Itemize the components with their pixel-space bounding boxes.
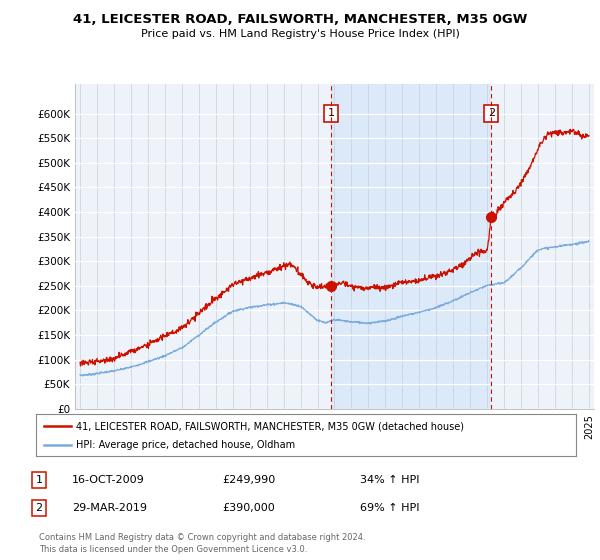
Text: £249,990: £249,990 [222, 475, 275, 485]
Text: 41, LEICESTER ROAD, FAILSWORTH, MANCHESTER, M35 0GW: 41, LEICESTER ROAD, FAILSWORTH, MANCHEST… [73, 13, 527, 26]
Text: £390,000: £390,000 [222, 503, 275, 513]
Text: 1: 1 [328, 108, 335, 118]
Text: 34% ↑ HPI: 34% ↑ HPI [360, 475, 419, 485]
Text: 1: 1 [35, 475, 43, 485]
Text: HPI: Average price, detached house, Oldham: HPI: Average price, detached house, Oldh… [77, 440, 296, 450]
Text: 2: 2 [35, 503, 43, 513]
Text: 29-MAR-2019: 29-MAR-2019 [72, 503, 147, 513]
Text: 69% ↑ HPI: 69% ↑ HPI [360, 503, 419, 513]
Text: 16-OCT-2009: 16-OCT-2009 [72, 475, 145, 485]
Text: Price paid vs. HM Land Registry's House Price Index (HPI): Price paid vs. HM Land Registry's House … [140, 29, 460, 39]
Text: 2: 2 [488, 108, 495, 118]
Text: Contains HM Land Registry data © Crown copyright and database right 2024.
This d: Contains HM Land Registry data © Crown c… [39, 533, 365, 554]
Bar [331, 84, 491, 409]
Text: 41, LEICESTER ROAD, FAILSWORTH, MANCHESTER, M35 0GW (detached house): 41, LEICESTER ROAD, FAILSWORTH, MANCHEST… [77, 421, 464, 431]
